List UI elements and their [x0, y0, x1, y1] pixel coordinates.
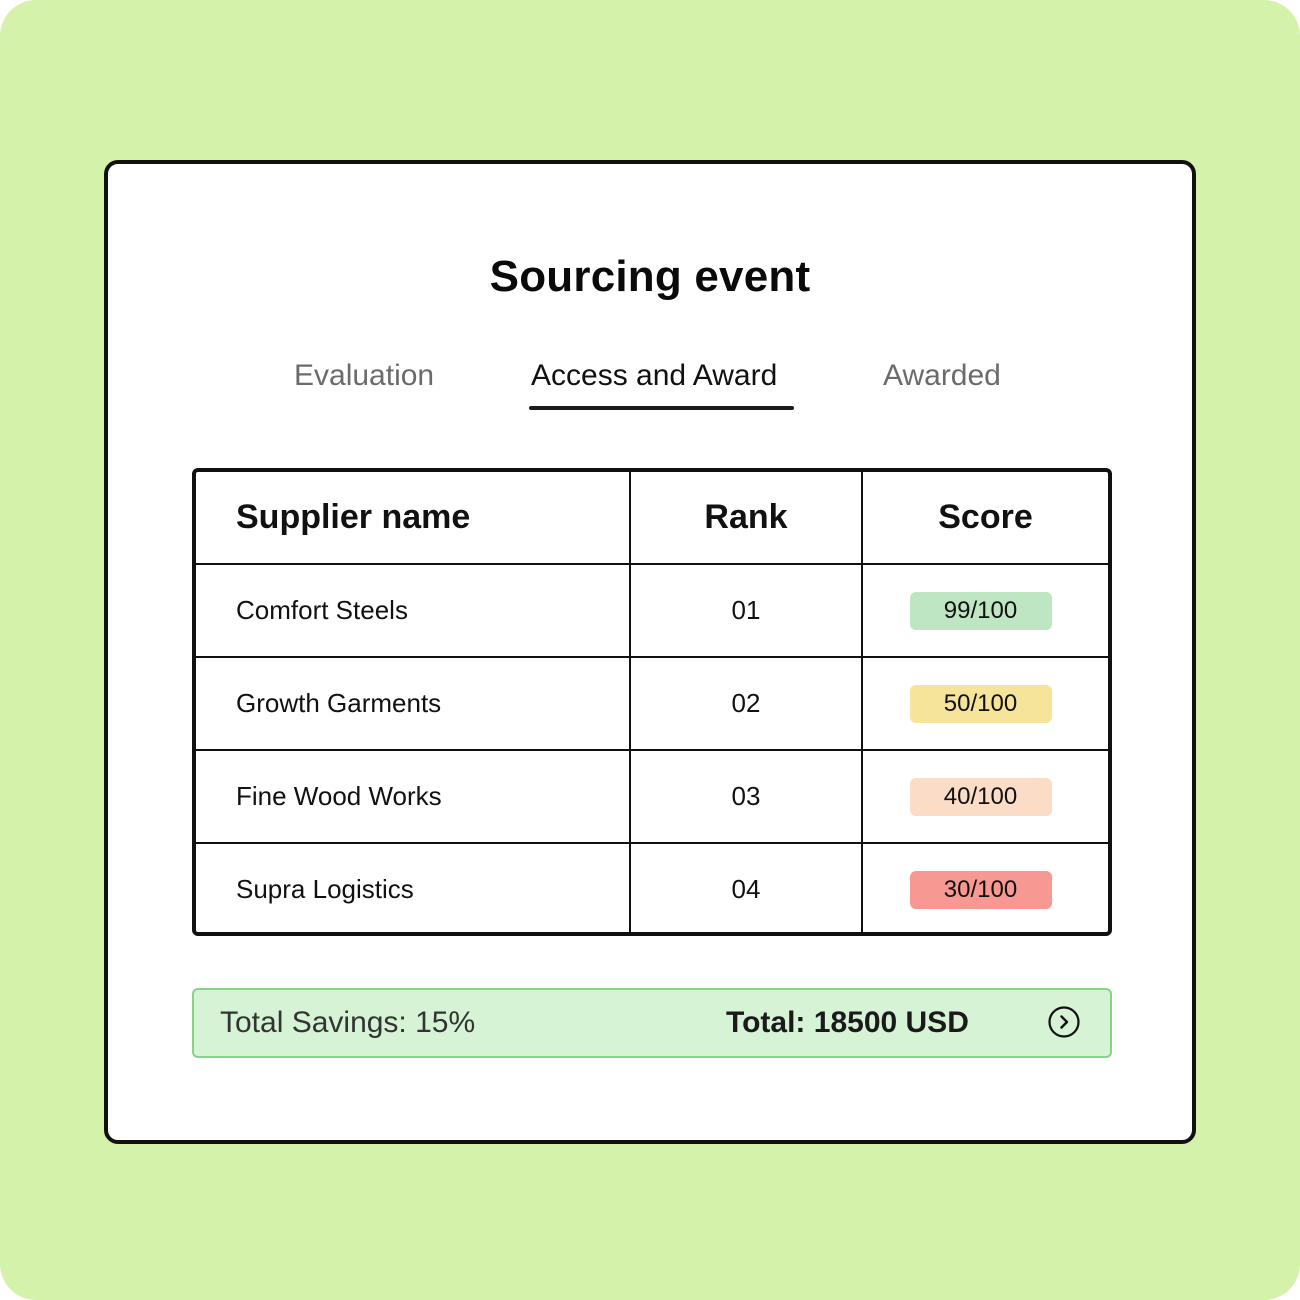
- header-rank: Rank: [629, 472, 863, 565]
- supplier-name: Comfort Steels: [196, 563, 631, 658]
- supplier-table: Supplier name Rank Score Comfort Steels …: [192, 468, 1112, 936]
- sourcing-event-card: Sourcing event Evaluation Access and Awa…: [104, 160, 1196, 1144]
- score-badge: 50/100: [909, 684, 1052, 723]
- score-badge: 40/100: [909, 777, 1052, 816]
- table-row[interactable]: Supra Logistics 04 30/100: [196, 842, 1108, 932]
- score-badge: 99/100: [909, 591, 1052, 630]
- tab-awarded[interactable]: Awarded: [883, 359, 1001, 392]
- table-row[interactable]: Comfort Steels 01 99/100: [196, 563, 1108, 658]
- supplier-name: Supra Logistics: [196, 842, 631, 932]
- header-supplier-name: Supplier name: [196, 472, 631, 565]
- supplier-rank: 03: [629, 749, 863, 844]
- table-header-row: Supplier name Rank Score: [196, 472, 1108, 565]
- supplier-rank: 01: [629, 563, 863, 658]
- supplier-name: Fine Wood Works: [196, 749, 631, 844]
- table-row[interactable]: Fine Wood Works 03 40/100: [196, 749, 1108, 844]
- page-title: Sourcing event: [489, 252, 811, 301]
- total-amount: Total: 18500 USD: [726, 1006, 969, 1039]
- score-cell: 50/100: [861, 656, 1108, 751]
- score-cell: 30/100: [861, 842, 1108, 932]
- chevron-right-circle-icon[interactable]: [1048, 1006, 1080, 1038]
- score-badge: 30/100: [909, 870, 1052, 909]
- score-cell: 99/100: [861, 563, 1108, 658]
- score-cell: 40/100: [861, 749, 1108, 844]
- supplier-rank: 04: [629, 842, 863, 932]
- supplier-name: Growth Garments: [196, 656, 631, 751]
- total-savings: Total Savings: 15%: [220, 1006, 476, 1039]
- header-score: Score: [861, 472, 1108, 565]
- tab-evaluation[interactable]: Evaluation: [294, 359, 435, 392]
- active-tab-indicator: [529, 406, 794, 410]
- tab-access-and-award[interactable]: Access and Award: [531, 359, 778, 392]
- table-row[interactable]: Growth Garments 02 50/100: [196, 656, 1108, 751]
- supplier-rank: 02: [629, 656, 863, 751]
- totals-bar: Total Savings: 15% Total: 18500 USD: [192, 988, 1112, 1058]
